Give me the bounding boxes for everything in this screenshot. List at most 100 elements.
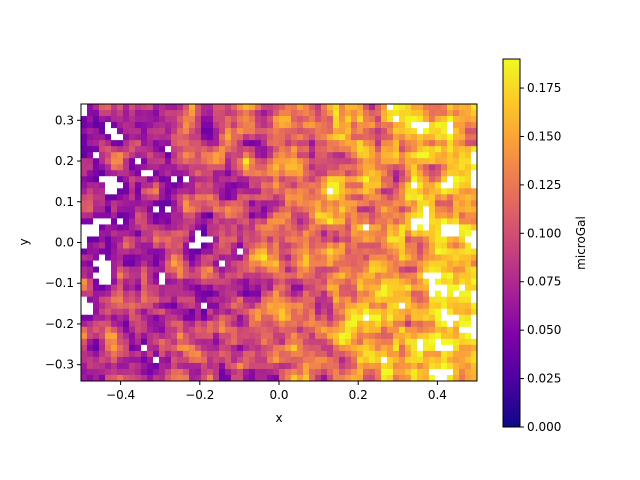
heatmap-cell [327,176,334,183]
heatmap-cell [87,254,94,262]
heatmap-cell [93,200,100,207]
heatmap-cell [207,122,214,129]
heatmap-cell [339,140,346,147]
heatmap-cell [297,302,304,310]
heatmap-cell [471,326,477,334]
heatmap-cell [123,368,130,376]
heatmap-cell [297,338,304,346]
heatmap-cell [345,236,352,244]
heatmap-cell [153,356,160,364]
heatmap-cell [231,200,238,207]
heatmap-cell [135,212,142,220]
heatmap-cell [423,104,430,111]
heatmap-cell [135,122,142,129]
heatmap-cell [291,290,298,298]
heatmap-cell [441,170,448,177]
heatmap-cell [357,230,364,238]
heatmap-cell [387,284,394,292]
heatmap-cell [351,152,358,159]
heatmap-cell [387,170,394,177]
heatmap-cell [279,182,286,189]
heatmap-cell [255,134,262,141]
heatmap-cell [141,230,148,238]
heatmap-cell [195,200,202,207]
heatmap-cell [339,218,346,226]
heatmap-cell [369,128,376,135]
heatmap-cell [447,218,454,226]
heatmap-cell [129,152,136,159]
heatmap-cell [111,236,118,244]
heatmap-cell [453,104,460,111]
heatmap-cell [327,308,334,316]
heatmap-cell [249,206,256,213]
heatmap-cell [189,176,196,183]
heatmap-cell [321,194,328,201]
heatmap-cell [261,278,268,286]
heatmap-cell [141,290,148,298]
heatmap-cell [303,338,310,346]
heatmap-cell [327,104,334,111]
heatmap-cell [351,188,358,195]
heatmap-cell [279,152,286,159]
heatmap-cell [285,218,292,226]
heatmap-cell [219,290,226,298]
heatmap-cell [147,122,154,129]
heatmap-cell [393,362,400,370]
heatmap-cell [117,326,124,334]
heatmap-cell [237,374,244,381]
heatmap-cell [279,338,286,346]
heatmap-cell [243,248,250,256]
heatmap-cell [375,350,382,358]
heatmap-cell [405,350,412,358]
heatmap-cell [405,290,412,298]
heatmap-cell [357,272,364,280]
heatmap-cell [219,212,226,220]
heatmap-cell [231,230,238,238]
heatmap-cell [81,320,88,328]
heatmap-cell [165,134,172,141]
heatmap-cell [315,368,322,376]
heatmap-cell [411,158,418,165]
heatmap-cell [159,368,166,376]
heatmap-cell [243,374,250,381]
heatmap-cell [105,278,112,286]
heatmap-cell [411,368,418,376]
heatmap-cell [87,230,94,238]
heatmap-cell [267,188,274,195]
heatmap-cell [345,218,352,226]
heatmap-cell [447,248,454,256]
heatmap-cell [441,182,448,189]
heatmap-cell [375,362,382,370]
heatmap-cell [417,188,424,195]
heatmap-cell [321,176,328,183]
heatmap-cell [357,260,364,268]
heatmap-cell [255,350,262,358]
heatmap-cell [291,302,298,310]
heatmap-cell [441,236,448,244]
heatmap-cell [411,218,418,226]
heatmap-cell [183,224,190,232]
heatmap-cell [357,152,364,159]
heatmap-cell [87,272,94,280]
heatmap-cell [339,170,346,177]
heatmap-cell [87,170,94,177]
heatmap-cell [345,362,352,370]
heatmap-cell [165,116,172,123]
heatmap-cell [345,146,352,153]
heatmap-cell [315,230,322,238]
heatmap-cell [201,134,208,141]
heatmap-cell [93,284,100,292]
heatmap-cell [375,218,382,226]
heatmap-cell [297,332,304,340]
heatmap-cell [381,278,388,286]
heatmap-cell [183,230,190,238]
heatmap-cell [339,248,346,256]
heatmap-cell [219,350,226,358]
heatmap-cell [285,176,292,183]
heatmap-cell [237,206,244,213]
heatmap-cell [399,362,406,370]
heatmap-cell [261,308,268,316]
heatmap-cell [453,230,460,238]
heatmap-cell [423,338,430,346]
heatmap-cell [141,170,148,177]
